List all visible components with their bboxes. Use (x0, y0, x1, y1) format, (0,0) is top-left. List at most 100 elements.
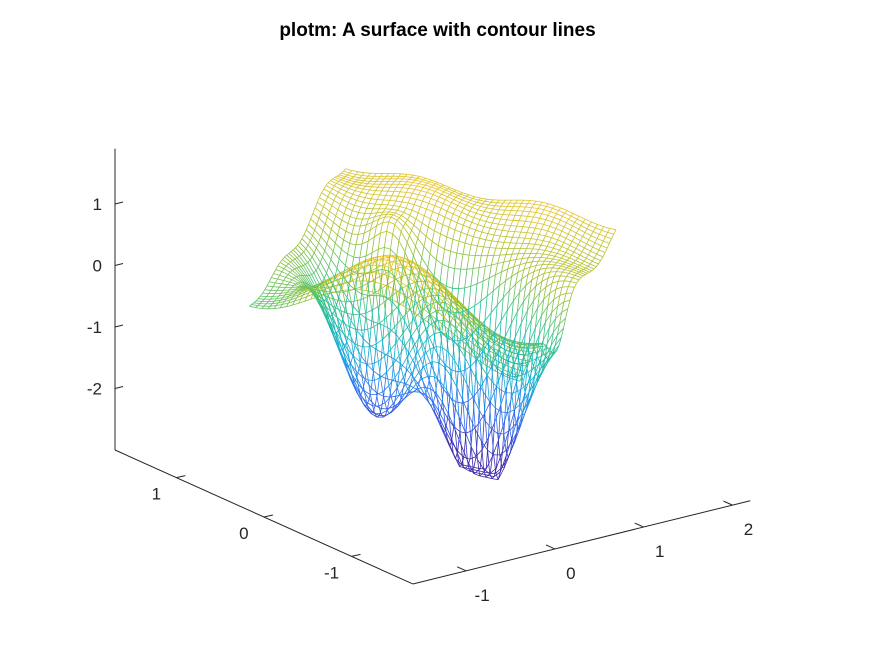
mesh-line (306, 263, 308, 265)
mesh-line (350, 173, 356, 175)
mesh-line (326, 197, 328, 202)
mesh-line (466, 220, 472, 223)
mesh-line (603, 237, 605, 242)
mesh-line (334, 196, 336, 201)
mesh-line (471, 237, 473, 245)
mesh-line (393, 215, 399, 218)
mesh-line (402, 185, 404, 188)
mesh-line (395, 378, 397, 388)
mesh-line (467, 235, 473, 237)
mesh-line (516, 254, 518, 260)
mesh-line (405, 223, 411, 230)
mesh-line (497, 286, 499, 305)
mesh-line (359, 196, 365, 198)
mesh-line (278, 275, 280, 279)
mesh-line (588, 264, 590, 266)
mesh-line (466, 202, 468, 205)
mesh-line (557, 250, 559, 253)
mesh-line (380, 182, 382, 185)
mesh-line (282, 257, 284, 259)
mesh-line (383, 209, 385, 212)
mesh-line (535, 223, 537, 228)
mesh-line (256, 299, 258, 301)
mesh-line (560, 272, 562, 276)
mesh-line (483, 359, 485, 363)
mesh-line (275, 279, 277, 283)
mesh-line (431, 187, 437, 189)
mesh-line (578, 241, 580, 245)
mesh-line (310, 257, 312, 260)
mesh-line (512, 254, 518, 255)
mesh-line (490, 223, 492, 228)
mesh-line (430, 349, 432, 362)
mesh-line (316, 243, 318, 249)
mesh-line (299, 256, 305, 264)
mesh-line (571, 271, 577, 273)
mesh-line (358, 273, 364, 274)
mesh-line (535, 240, 537, 245)
mesh-line (320, 262, 326, 273)
mesh-line (482, 227, 484, 233)
mesh-line (562, 287, 568, 288)
mesh-line (545, 236, 551, 238)
mesh-line (427, 183, 433, 185)
mesh-line (284, 277, 286, 280)
mesh-line (278, 266, 284, 269)
mesh-line (348, 203, 354, 206)
mesh-line (573, 275, 575, 278)
mesh-line (416, 195, 418, 200)
mesh-line (313, 208, 315, 214)
mesh-line (391, 217, 397, 220)
mesh-line (470, 457, 476, 460)
mesh-line (322, 287, 328, 288)
mesh-line (343, 309, 345, 319)
mesh-line (432, 323, 434, 333)
mesh-line (352, 234, 358, 235)
mesh-line (558, 281, 564, 282)
mesh-line (493, 209, 499, 210)
mesh-line (356, 244, 362, 245)
mesh-line (527, 351, 533, 352)
mesh-line (367, 208, 373, 209)
mesh-line (354, 219, 356, 226)
mesh-line (539, 235, 545, 236)
mesh-line (381, 200, 383, 205)
mesh-line (385, 356, 387, 372)
mesh-line (313, 230, 315, 236)
mesh-line (274, 274, 280, 276)
mesh-line (474, 213, 476, 217)
mesh-line (359, 213, 365, 214)
mesh-line (591, 232, 593, 236)
mesh-line (521, 232, 527, 233)
mesh-line (514, 260, 516, 267)
mesh-line (521, 227, 523, 233)
mesh-line (363, 186, 365, 189)
mesh-line (590, 264, 596, 267)
mesh-line (332, 315, 338, 331)
mesh-line (292, 270, 298, 276)
mesh-line (330, 189, 332, 193)
mesh-line (516, 358, 522, 360)
mesh-line (560, 216, 562, 220)
mesh-line (411, 316, 413, 334)
mesh-line (479, 266, 485, 267)
mesh-line (413, 246, 415, 255)
mesh-line (532, 204, 534, 208)
mesh-line (449, 227, 455, 230)
mesh-line (433, 195, 439, 198)
mesh-line (527, 233, 533, 234)
mesh-line (327, 244, 333, 252)
mesh-line (462, 208, 464, 212)
mesh-line (612, 234, 614, 239)
mesh-line (479, 200, 485, 201)
mesh-line (385, 266, 391, 268)
mesh-line (538, 223, 544, 224)
mesh-line (561, 256, 563, 259)
y-axis-line (115, 450, 413, 584)
mesh-line (269, 278, 271, 282)
mesh-line (597, 250, 599, 254)
mesh-line (529, 222, 531, 227)
mesh-line (532, 257, 534, 261)
mesh-line (437, 197, 439, 201)
mesh-line (354, 226, 360, 227)
